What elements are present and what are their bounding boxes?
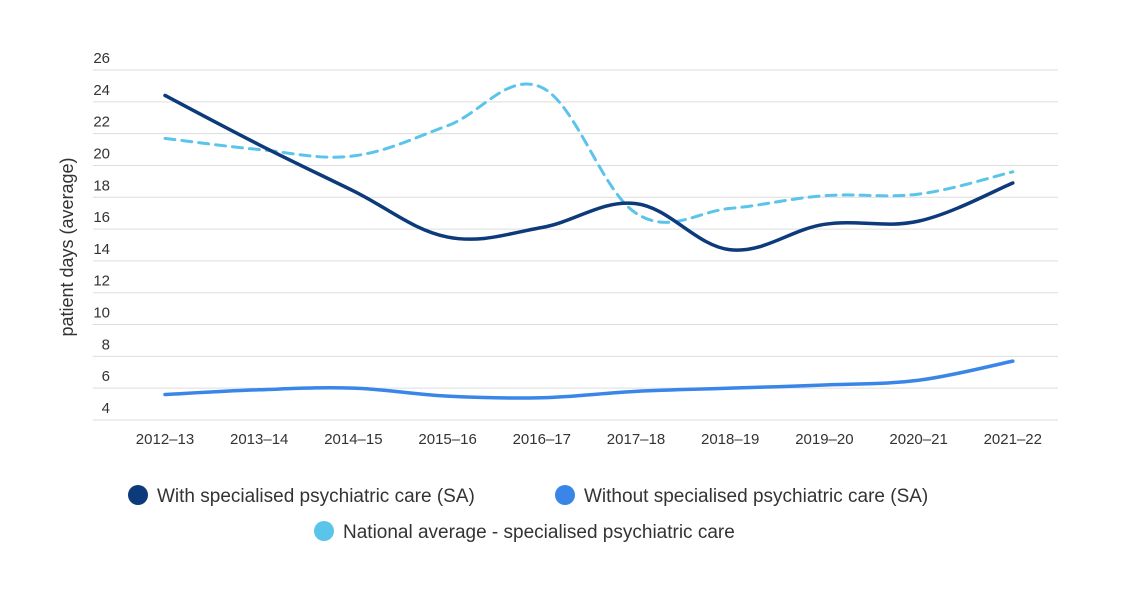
- y-axis-label: patient days (average): [57, 157, 77, 336]
- y-tick-label: 12: [93, 273, 110, 290]
- series-line: [163, 93, 1015, 252]
- legend: With specialised psychiatric care (SA) Wi…: [128, 485, 928, 543]
- legend-label: With specialised psychiatric care (SA): [157, 486, 475, 507]
- x-tick-label: 2016–17: [513, 431, 571, 448]
- legend-marker: [555, 485, 575, 505]
- y-tick-label: 4: [102, 400, 110, 417]
- x-tick-label: 2014–15: [324, 431, 382, 448]
- gridlines: [93, 69, 1058, 421]
- y-tick-label: 16: [93, 209, 110, 226]
- legend-label: National average - specialised psychiatr…: [343, 522, 735, 543]
- x-tick-label: 2015–16: [418, 431, 476, 448]
- series-line: [163, 359, 1015, 400]
- x-tick-label: 2020–21: [889, 431, 947, 448]
- x-tick-label: 2019–20: [795, 431, 853, 448]
- y-tick-label: 8: [102, 336, 110, 353]
- y-tick-label: 10: [93, 305, 110, 322]
- legend-marker: [128, 485, 148, 505]
- y-tick-label: 22: [93, 114, 110, 131]
- x-tick-label: 2012–13: [136, 431, 194, 448]
- y-tick-label: 24: [93, 82, 110, 99]
- x-tick-label: 2021–22: [984, 431, 1042, 448]
- x-axis-ticks: 2012–13 2013–14 2014–15 2015–16 2016–17 2017–…: [136, 431, 1042, 448]
- y-tick-label: 14: [93, 241, 110, 258]
- y-tick-label: 18: [93, 177, 110, 194]
- y-axis-ticks: 4 6 8 10 12 14 16 18 20 22 24 26: [93, 50, 110, 417]
- legend-marker: [314, 521, 334, 541]
- legend-label: Without specialised psychiatric care (SA…: [584, 486, 928, 507]
- y-tick-label: 6: [102, 368, 110, 385]
- y-tick-label: 26: [93, 50, 110, 67]
- y-tick-label: 20: [93, 145, 110, 162]
- x-tick-label: 2017–18: [607, 431, 665, 448]
- x-tick-label: 2013–14: [230, 431, 288, 448]
- series-line: [163, 82, 1015, 224]
- x-tick-label: 2018–19: [701, 431, 759, 448]
- series-lines: [163, 82, 1015, 400]
